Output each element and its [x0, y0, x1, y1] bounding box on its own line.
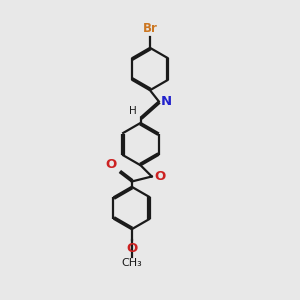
Text: N: N	[161, 95, 172, 108]
Text: Br: Br	[142, 22, 158, 35]
Text: O: O	[154, 170, 165, 183]
Text: O: O	[126, 242, 137, 255]
Text: O: O	[106, 158, 117, 171]
Text: CH₃: CH₃	[122, 258, 142, 268]
Text: H: H	[129, 106, 137, 116]
